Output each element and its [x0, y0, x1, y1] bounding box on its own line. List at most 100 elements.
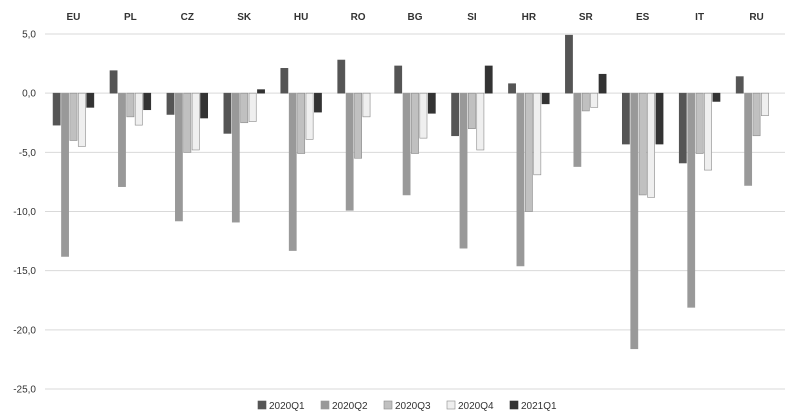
bar-bg-2020q4 — [419, 92, 428, 139]
bar-es-2020q1 — [621, 92, 630, 145]
bar-ro-2020q2 — [345, 92, 354, 211]
bar-eu-2020q3 — [69, 92, 78, 141]
y-tick-label: 0,0 — [22, 89, 36, 100]
bar-hu-2020q3 — [297, 92, 306, 154]
bar-si-2020q4 — [476, 92, 485, 151]
bar-hr-2020q1 — [508, 83, 516, 94]
category-label: EU — [67, 12, 81, 23]
bar-sr-2020q2 — [573, 92, 582, 167]
bar-sk-2020q1 — [223, 92, 232, 134]
bar-ro-2020q1 — [337, 59, 346, 94]
bar-eu-2020q1 — [52, 92, 61, 126]
bar-pl-2020q2 — [118, 92, 126, 187]
bar-es-2020q3 — [638, 92, 647, 196]
bar-hu-2021q1 — [314, 92, 322, 113]
bar-it-2021q1 — [712, 92, 721, 102]
bar-si-2020q2 — [459, 92, 468, 249]
bar-ro-2020q4 — [362, 92, 371, 118]
category-label: SR — [579, 12, 594, 23]
y-tick-label: -15,0 — [13, 266, 36, 277]
bar-it-2020q4 — [704, 92, 712, 171]
legend: 2020Q1 2020Q2 2020Q3 2020Q4 2021Q1 — [257, 400, 557, 412]
legend-swatch — [509, 400, 519, 410]
bar-sr-2020q3 — [581, 92, 590, 112]
legend-item: 2020Q2 — [320, 400, 368, 412]
bar-cz-2021q1 — [200, 92, 209, 119]
bar-ru-2020q1 — [735, 76, 744, 94]
bar-hr-2020q4 — [533, 92, 542, 176]
bar-ru-2020q2 — [744, 92, 753, 186]
bar-eu-2021q1 — [86, 92, 95, 108]
bar-hu-2020q1 — [280, 68, 289, 94]
bar-ru-2020q4 — [761, 92, 769, 116]
legend-item: 2020Q1 — [257, 400, 305, 412]
bar-hu-2020q4 — [305, 92, 314, 140]
bar-si-2021q1 — [484, 65, 493, 94]
bar-cz-2020q4 — [191, 92, 200, 151]
bar-eu-2020q2 — [61, 92, 69, 257]
category-label: PL — [124, 12, 137, 23]
bar-sr-2020q4 — [590, 92, 599, 108]
legend-swatch — [446, 400, 456, 410]
bar-pl-2020q3 — [126, 92, 135, 118]
legend-label: 2020Q3 — [395, 401, 431, 412]
bars — [52, 34, 769, 350]
category-label: RO — [351, 12, 366, 23]
bar-it-2020q2 — [687, 92, 696, 308]
bar-ru-2020q3 — [752, 92, 761, 137]
category-label: IT — [695, 12, 704, 23]
bar-es-2020q4 — [647, 92, 655, 198]
y-axis-ticks: 5,0 0,0 -5,0 -10,0 -15,0 -20,0 -25,0 — [13, 30, 36, 396]
legend-swatch — [257, 400, 267, 410]
y-tick-label: 5,0 — [22, 30, 36, 41]
bar-si-2020q3 — [468, 92, 476, 129]
legend-swatch — [320, 400, 330, 410]
bar-it-2020q3 — [695, 92, 704, 154]
bar-bg-2020q1 — [394, 65, 403, 94]
y-tick-label: -25,0 — [13, 385, 36, 396]
bar-pl-2021q1 — [143, 92, 152, 111]
bar-sk-2021q1 — [257, 89, 265, 94]
bar-es-2020q2 — [630, 92, 639, 350]
bar-bg-2020q3 — [411, 92, 419, 154]
category-label: RU — [749, 12, 763, 23]
bar-cz-2020q2 — [175, 92, 183, 222]
bar-hr-2020q3 — [524, 92, 533, 212]
bar-cz-2020q1 — [166, 92, 175, 115]
bar-sk-2020q3 — [240, 92, 249, 124]
legend-label: 2020Q1 — [269, 401, 305, 412]
category-label: ES — [636, 12, 650, 23]
legend-label: 2020Q2 — [332, 401, 368, 412]
bar-sk-2020q4 — [248, 92, 257, 122]
y-tick-label: -20,0 — [13, 325, 36, 336]
bar-bg-2021q1 — [427, 92, 436, 114]
legend-item: 2020Q4 — [446, 400, 494, 412]
bar-it-2020q1 — [678, 92, 687, 164]
y-tick-label: -10,0 — [13, 207, 36, 218]
legend-item: 2020Q3 — [383, 400, 431, 412]
bar-bg-2020q2 — [402, 92, 411, 196]
gridlines — [45, 33, 785, 390]
legend-label: 2020Q4 — [458, 401, 494, 412]
bar-sk-2020q2 — [231, 92, 240, 223]
bar-pl-2020q4 — [134, 92, 143, 126]
bar-pl-2020q1 — [109, 70, 118, 94]
category-labels: EU PL CZ SK HU RO BG SI HR SR ES IT RU — [67, 12, 764, 23]
category-label: SK — [237, 12, 252, 23]
category-label: SI — [467, 12, 477, 23]
bar-hr-2020q2 — [516, 92, 525, 267]
legend-label: 2021Q1 — [521, 401, 557, 412]
category-label: BG — [408, 12, 423, 23]
legend-item: 2021Q1 — [509, 400, 557, 412]
category-label: CZ — [181, 12, 194, 23]
y-tick-label: -5,0 — [19, 148, 37, 159]
bar-sr-2020q1 — [565, 34, 573, 94]
category-label: HU — [294, 12, 308, 23]
category-label: HR — [522, 12, 537, 23]
bar-hu-2020q2 — [288, 92, 297, 251]
legend-swatch — [383, 400, 393, 410]
bar-sr-2021q1 — [598, 73, 607, 94]
bar-cz-2020q3 — [183, 92, 192, 153]
bar-eu-2020q4 — [77, 92, 86, 147]
